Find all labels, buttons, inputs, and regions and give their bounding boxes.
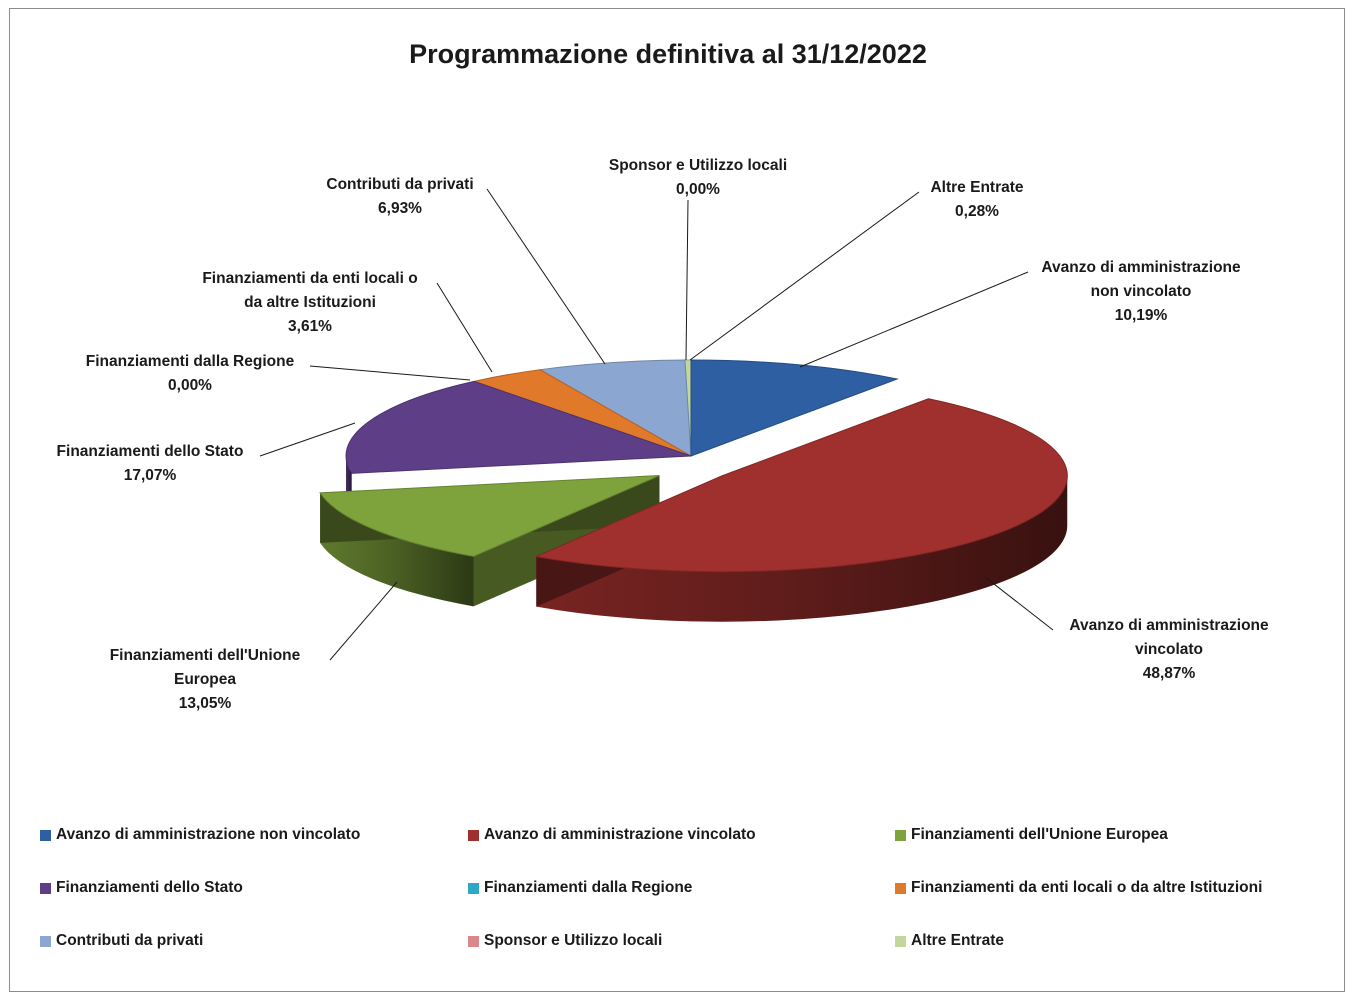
slice-label-text: Avanzo di amministrazione [1069,617,1269,634]
legend-item: Finanziamenti da enti locali o da altre … [895,879,1262,897]
slice-label-text: Finanziamenti dell'Unione [110,647,301,664]
slice-label-text: Sponsor e Utilizzo locali [609,157,787,174]
slice-value-text: 6,93% [378,200,422,217]
slice-value-text: 0,28% [955,203,999,220]
legend-swatch [40,935,51,947]
legend-swatch [468,829,479,841]
slice-top-0 [690,359,899,457]
slice-label-text: da altre Istituzioni [244,294,376,311]
data-label-0: Avanzo di amministrazione non vincolato 10… [1041,259,1241,324]
chart-title: Programmazione definitiva al 31/12/2022 [409,39,927,69]
slice-label-text: Contributi da privati [326,176,473,193]
slice-value-text: 48,87% [1143,665,1196,682]
slice-value-text: 13,05% [179,695,232,712]
legend-swatch [468,882,479,894]
slice-tops [319,359,1068,573]
legend-swatch [895,882,906,894]
slice-side-2 [320,492,474,607]
legend-swatch [40,882,51,894]
leader-line-8 [689,191,920,361]
slice-top-6 [538,359,692,457]
data-label-3: Finanziamenti dello Stato 17,07% [57,443,244,484]
legend-swatch [895,829,906,841]
leader-line-3 [259,422,356,457]
data-label-7: Sponsor e Utilizzo locali 0,00% [609,157,787,198]
legend-label: Finanziamenti da enti locali o da altre … [911,879,1263,896]
legend-item: Avanzo di amministrazione vincolato [468,826,756,844]
slice-label-text: vincolato [1135,641,1203,658]
legend-item: Avanzo di amministrazione non vincolato [40,826,360,844]
leader-lines [259,188,1054,661]
legend-label: Avanzo di amministrazione non vincolato [56,826,361,843]
slice-value-text: 10,19% [1115,307,1168,324]
leader-line-2 [329,581,398,661]
legend-item: Finanziamenti dalla Regione [468,879,692,897]
data-label-8: Altre Entrate 0,28% [930,179,1023,220]
leader-line-1 [984,576,1054,631]
legend-label: Avanzo di amministrazione vincolato [484,826,756,843]
slice-top-3 [345,380,692,474]
legend-label: Finanziamenti dello Stato [56,879,243,896]
data-label-2: Finanziamenti dell'Unione Europea 13,05% [110,647,301,712]
slice-label-text: Finanziamenti da enti locali o [202,270,417,287]
legend-item: Altre Entrate [895,932,1004,950]
data-label-4: Finanziamenti dalla Regione 0,00% [86,353,295,394]
legend-label: Finanziamenti dell'Unione Europea [911,826,1168,843]
slice-label-text: non vincolato [1091,283,1192,300]
legend-label: Sponsor e Utilizzo locali [484,932,663,949]
slice-label-text: Finanziamenti dalla Regione [86,353,295,370]
slice-side-1 [536,475,1068,622]
legend-item: Sponsor e Utilizzo locali [468,932,662,950]
data-label-1: Avanzo di amministrazione vincolato 48,87% [1069,617,1269,682]
legend-label: Finanziamenti dalla Regione [484,879,693,896]
leader-line-5 [436,282,493,373]
data-labels: Avanzo di amministrazione non vincolato 10… [57,157,1269,712]
slice-label-text: Finanziamenti dello Stato [57,443,244,460]
legend-label: Contributi da privati [56,932,204,949]
slice-top-2 [319,475,660,557]
slice-label-text: Avanzo di amministrazione [1041,259,1241,276]
leader-line-4 [309,365,471,381]
legend-label: Altre Entrate [911,932,1005,949]
data-label-5: Finanziamenti da enti locali o da altre I… [202,270,417,335]
legend-swatch [468,935,479,947]
slice-value-text: 0,00% [168,377,212,394]
slice-label-text: Altre Entrate [930,179,1023,196]
slice-top-1 [534,398,1068,573]
legend-item: Finanziamenti dello Stato [40,879,243,897]
leader-line-7 [685,199,689,361]
legend-swatch [895,935,906,947]
slice-value-text: 0,00% [676,181,720,198]
leader-line-0 [799,271,1029,368]
legend-swatch [40,829,51,841]
slice-value-text: 3,61% [288,318,332,335]
leader-line-6 [486,188,606,365]
slice-value-text: 17,07% [124,467,177,484]
data-label-6: Contributi da privati 6,93% [326,176,473,217]
slice-label-text: Europea [174,671,236,688]
legend-item: Contributi da privati [40,932,203,950]
legend-item: Finanziamenti dell'Unione Europea [895,826,1168,844]
